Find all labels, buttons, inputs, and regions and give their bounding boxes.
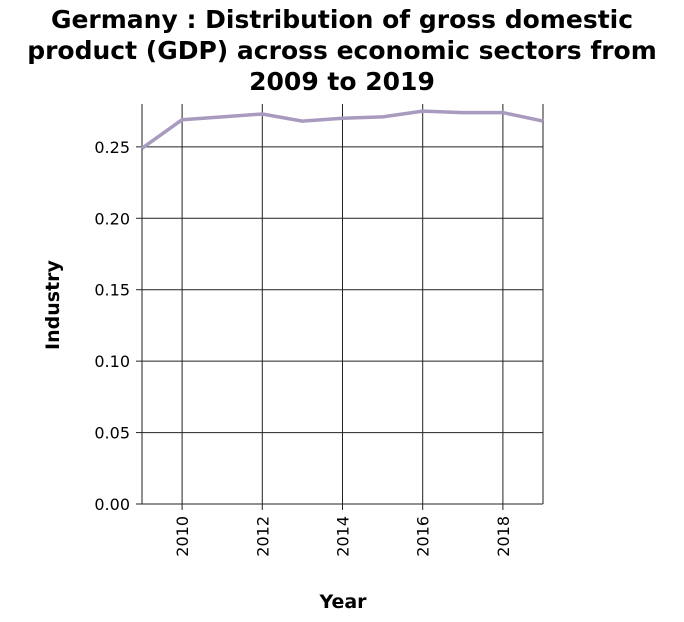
tick-labels: 0.00 0.05 0.10 0.15 0.20 0.25 2010 2012 2014 2016… bbox=[94, 138, 513, 557]
axes bbox=[136, 104, 544, 510]
x-tick-label: 2012 bbox=[253, 516, 272, 557]
x-axis-label: Year bbox=[318, 591, 367, 613]
x-tick-label: 2010 bbox=[173, 516, 192, 557]
x-tick-label: 2016 bbox=[414, 516, 433, 557]
grid bbox=[142, 104, 543, 505]
y-tick-label: 0.05 bbox=[94, 424, 130, 443]
y-tick-label: 0.00 bbox=[94, 495, 130, 514]
series-line bbox=[140, 109, 544, 150]
y-axis-label: Industry bbox=[42, 259, 64, 349]
y-tick-label: 0.25 bbox=[94, 138, 130, 157]
y-tick-label: 0.15 bbox=[94, 281, 130, 300]
chart-title-line-1: Germany : Distribution of gross domestic bbox=[50, 5, 634, 34]
series-line-group bbox=[140, 109, 544, 150]
x-tick-label: 2014 bbox=[334, 516, 353, 557]
chart-title-line-3: 2009 to 2019 bbox=[249, 67, 435, 96]
chart-title-line-2: product (GDP) across economic sectors fr… bbox=[27, 36, 657, 65]
chart-title: Germany : Distribution of gross domestic… bbox=[0, 4, 684, 97]
y-tick-label: 0.20 bbox=[94, 209, 130, 228]
y-tick-label: 0.10 bbox=[94, 352, 130, 371]
x-tick-label: 2018 bbox=[494, 516, 513, 557]
